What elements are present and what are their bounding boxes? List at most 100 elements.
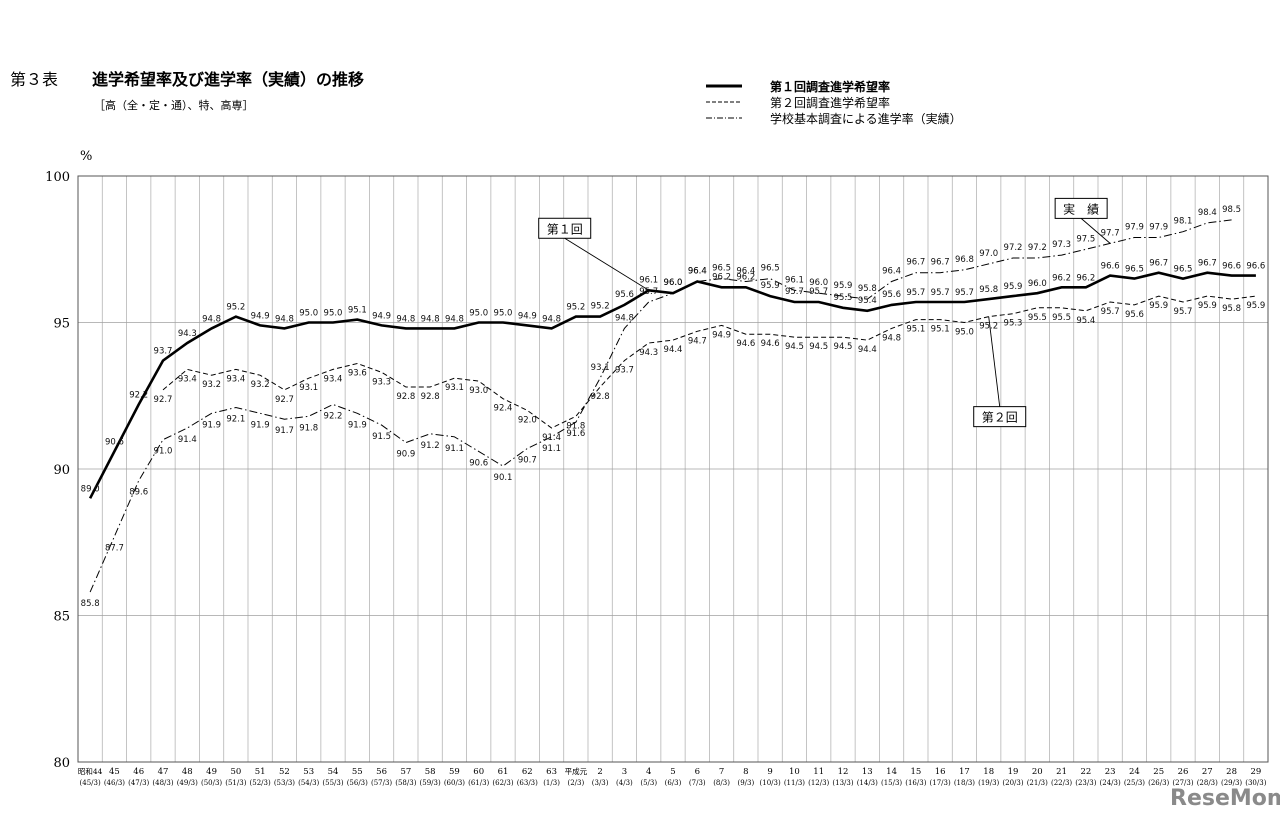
data-label: 94.8 xyxy=(445,314,464,324)
x-tick-label-year: 55 xyxy=(352,767,363,777)
x-tick-label-year: 52 xyxy=(279,767,290,777)
data-label: 93.4 xyxy=(178,374,197,384)
legend-label: 第１回調査進学希望率 xyxy=(770,79,890,94)
data-label: 95.4 xyxy=(858,296,877,306)
data-label: 91.9 xyxy=(348,420,367,430)
annotation-box xyxy=(1054,197,1108,219)
x-tick-label-date: (30/3) xyxy=(1245,779,1266,787)
data-label: 96.0 xyxy=(809,278,828,288)
x-tick-label-year: 昭和44 xyxy=(78,767,103,776)
annotation-leader xyxy=(564,237,649,291)
data-label: 95.1 xyxy=(931,325,950,335)
data-label: 95.9 xyxy=(1246,301,1265,311)
data-label: 98.5 xyxy=(1222,205,1241,215)
x-tick-label-year: 29 xyxy=(1250,767,1261,777)
data-label: 96.1 xyxy=(639,275,658,285)
data-label: 96.4 xyxy=(882,266,901,276)
data-label: 97.0 xyxy=(979,249,998,259)
data-label: 94.4 xyxy=(858,345,877,355)
legend-entry-second-survey: 第２回調査進学希望率 xyxy=(706,95,890,110)
y-axis-unit: % xyxy=(80,149,92,164)
data-label: 96.6 xyxy=(1222,262,1241,272)
y-tick-label: 100 xyxy=(45,170,70,185)
x-tick-label-date: (49/3) xyxy=(177,779,198,787)
x-tick-label-date: (14/3) xyxy=(857,779,878,787)
data-label: 96.6 xyxy=(1101,262,1120,272)
x-tick-label-date: (15/3) xyxy=(881,779,902,787)
x-tick-label-year: 22 xyxy=(1080,767,1091,777)
data-label: 98.1 xyxy=(1174,217,1193,227)
data-label: 96.8 xyxy=(955,255,974,265)
data-label: 94.9 xyxy=(251,311,270,321)
data-label: 95.5 xyxy=(1052,313,1071,323)
y-tick-label: 90 xyxy=(53,463,70,478)
data-label: 95.9 xyxy=(761,281,780,291)
x-tick-label-date: (48/3) xyxy=(152,779,173,787)
x-tick-label-year: 16 xyxy=(935,767,946,777)
data-label: 96.1 xyxy=(785,275,804,285)
data-label: 91.1 xyxy=(542,444,561,454)
data-label: 94.3 xyxy=(178,329,197,339)
data-label: 93.7 xyxy=(154,347,173,357)
data-label: 92.0 xyxy=(518,415,537,425)
x-tick-label-year: 59 xyxy=(449,767,460,777)
x-tick-label-year: 5 xyxy=(670,767,675,777)
data-label: 89.0 xyxy=(81,484,100,494)
x-tick-label-year: 51 xyxy=(255,767,266,777)
x-tick-label-date: (57/3) xyxy=(371,779,392,787)
data-label: 93.0 xyxy=(469,386,488,396)
data-label: 95.6 xyxy=(1125,310,1144,320)
x-tick-label-year: 14 xyxy=(886,767,897,777)
y-tick-label: 85 xyxy=(53,610,70,625)
x-tick-label-date: (58/3) xyxy=(395,779,416,787)
data-label: 92.2 xyxy=(129,391,148,401)
data-label: 92.7 xyxy=(275,395,294,405)
data-label: 96.5 xyxy=(1125,265,1144,275)
x-tick-label-date: (11/3) xyxy=(784,779,805,787)
data-label: 94.8 xyxy=(275,314,294,324)
x-tick-label-year: 58 xyxy=(425,767,436,777)
data-label: 95.7 xyxy=(785,287,804,297)
annotation-label: 実 績 xyxy=(1063,201,1099,216)
data-label: 95.7 xyxy=(906,288,925,298)
data-label: 94.5 xyxy=(809,342,828,352)
data-label: 89.6 xyxy=(129,488,148,498)
data-label: 94.6 xyxy=(736,339,755,349)
x-tick-label-year: 19 xyxy=(1008,767,1019,777)
x-tick-label-year: 56 xyxy=(376,767,387,777)
x-tick-label-date: (1/3) xyxy=(543,779,560,787)
x-tick-label-year: 15 xyxy=(910,767,921,777)
data-label: 94.5 xyxy=(785,342,804,352)
data-label: 95.6 xyxy=(882,290,901,300)
x-tick-label-year: 17 xyxy=(959,767,970,777)
data-label: 96.5 xyxy=(761,264,780,274)
data-label: 92.7 xyxy=(154,395,173,405)
data-label: 94.8 xyxy=(882,333,901,343)
x-tick-label-year: 48 xyxy=(182,767,193,777)
data-label: 91.8 xyxy=(299,423,318,433)
data-label: 92.8 xyxy=(396,392,415,402)
x-tick-label-year: 57 xyxy=(400,767,411,777)
x-tick-label-date: (26/3) xyxy=(1148,779,1169,787)
data-label: 95.2 xyxy=(979,322,998,332)
x-tick-label-date: (6/3) xyxy=(665,779,682,787)
data-label: 87.7 xyxy=(105,543,124,553)
data-label: 90.9 xyxy=(396,450,415,460)
data-label: 95.7 xyxy=(1174,307,1193,317)
data-label: 96.7 xyxy=(931,258,950,268)
x-tick-label-date: (7/3) xyxy=(689,779,706,787)
plot-area: 80859095100昭和44(45/3)45(46/3)46(47/3)47(… xyxy=(45,170,1269,787)
data-label: 95.5 xyxy=(1028,313,1047,323)
x-tick-label-year: 11 xyxy=(813,767,824,777)
x-tick-label-year: 12 xyxy=(838,767,849,777)
data-label: 94.8 xyxy=(615,313,634,323)
data-label: 95.0 xyxy=(299,309,318,319)
x-tick-label-date: (24/3) xyxy=(1100,779,1121,787)
x-tick-label-date: (60/3) xyxy=(444,779,465,787)
legend-label: 第２回調査進学希望率 xyxy=(770,95,890,110)
x-tick-label-date: (51/3) xyxy=(225,779,246,787)
data-label: 94.8 xyxy=(396,314,415,324)
x-tick-label-date: (61/3) xyxy=(468,779,489,787)
y-tick-label: 95 xyxy=(53,317,70,332)
